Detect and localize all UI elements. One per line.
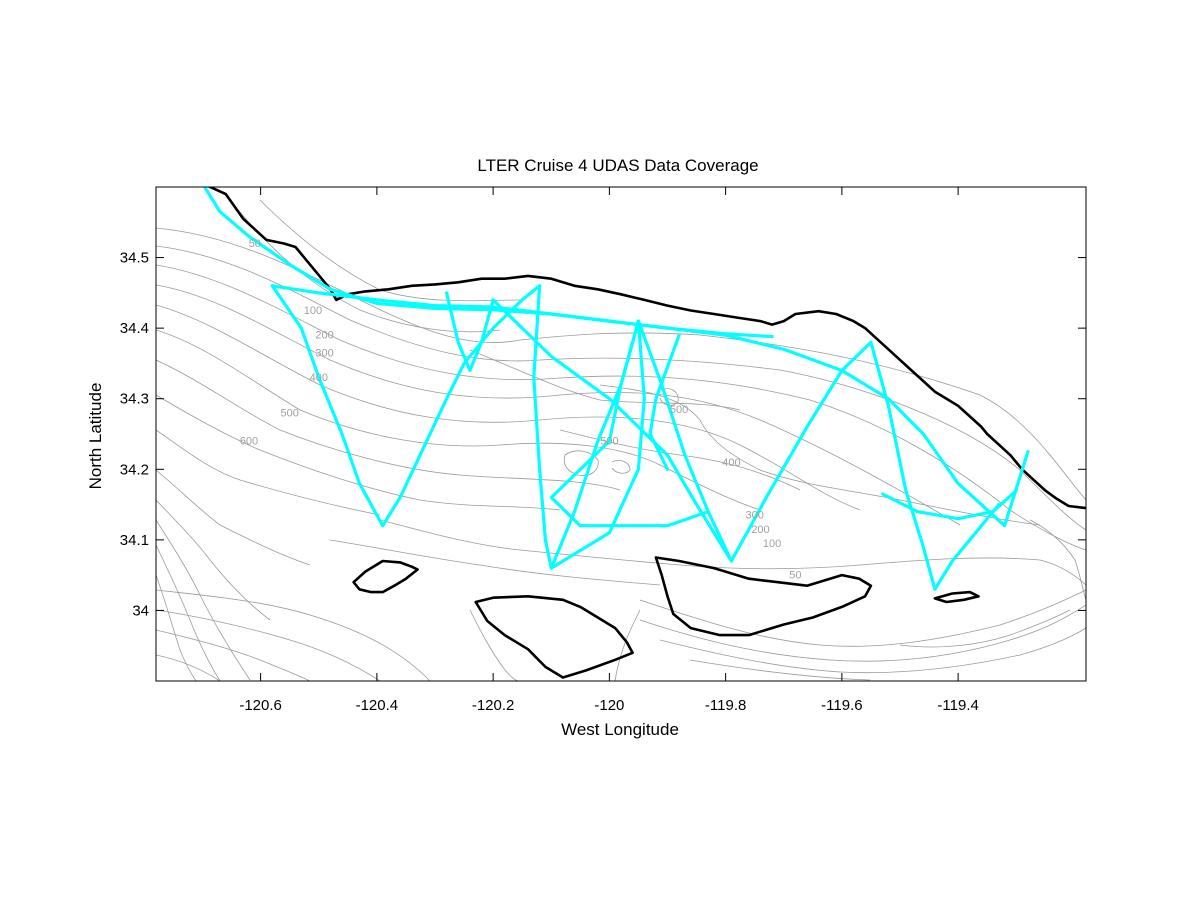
- y-tick-label-2: 34.1: [120, 532, 149, 549]
- ship-track-2: [270, 284, 1030, 528]
- contour-label-9: 500: [600, 436, 618, 448]
- plot-frame: [155, 186, 1087, 682]
- ship-track-8: [491, 298, 1001, 591]
- x-tick-label-6: -119.6: [821, 697, 862, 714]
- x-tick-label-4: -120: [594, 697, 624, 714]
- y-tick-label-4: 34.3: [120, 391, 149, 408]
- island-outline-2: [474, 595, 634, 679]
- y-tick-label-3: 34.2: [120, 461, 149, 478]
- y-tick-label-6: 34.5: [120, 250, 149, 267]
- contour-label-8: 500: [670, 404, 688, 416]
- contour-label-12: 200: [751, 524, 769, 536]
- island-outline-3: [654, 556, 873, 637]
- island-outline-4: [933, 590, 980, 604]
- y-axis-label: North Latitude: [86, 383, 105, 490]
- x-tick-label-3: -120.2: [472, 697, 515, 714]
- contour-label-2: 100: [304, 305, 322, 317]
- contour-label-1: 50: [249, 238, 261, 250]
- contour-label-5: 400: [310, 372, 328, 384]
- ship-track-3: [270, 284, 542, 528]
- ship-track-4: [445, 291, 495, 373]
- contour-label-6: 500: [281, 407, 299, 419]
- ship-track-7: [549, 319, 710, 528]
- x-tick-label-7: -119.4: [937, 697, 978, 714]
- contour-label-11: 300: [746, 510, 764, 522]
- ship-track-10: [648, 333, 681, 471]
- chart-title: LTER Cruise 4 UDAS Data Coverage: [477, 156, 758, 175]
- y-tick-label-5: 34.4: [120, 320, 149, 337]
- bathymetry-contours: [156, 199, 1086, 681]
- contour-label-3: 200: [315, 330, 333, 342]
- axis-ticks: -120.6 -120.4 -120.2 -120 -119.8 -119.6 -119.4…: [120, 187, 1086, 714]
- x-tick-label-1: -120.6: [239, 697, 282, 714]
- ship-track-9: [881, 488, 1018, 521]
- contour-label-10: 400: [722, 457, 740, 469]
- y-tick-label-1: 34: [132, 602, 149, 619]
- ship-track-layer: [202, 187, 1030, 591]
- x-tick-label-2: -120.4: [356, 697, 399, 714]
- contour-label-4: 300: [315, 347, 333, 359]
- island-outline-1: [352, 559, 419, 594]
- contour-label-14: 50: [789, 570, 801, 582]
- contour-label-7: 600: [240, 436, 258, 448]
- x-axis-label: West Longitude: [561, 720, 679, 739]
- contour-label-13: 100: [763, 538, 781, 550]
- x-tick-label-5: -119.8: [705, 697, 746, 714]
- contour-labels: 50 100 200 300 400 500 600 500 500 400 300 200 100 50: [240, 238, 802, 582]
